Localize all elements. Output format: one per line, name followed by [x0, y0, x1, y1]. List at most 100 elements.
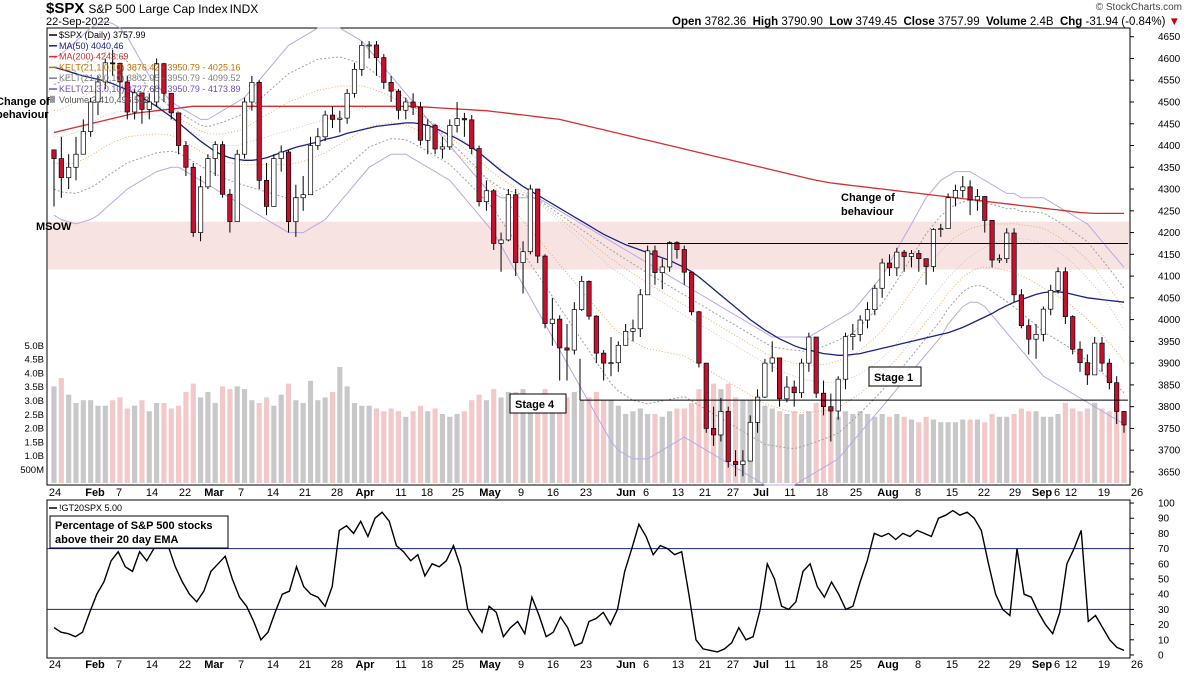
- indicator-tick-label: 80: [1158, 529, 1170, 540]
- volume-bar: [190, 383, 196, 483]
- indicator-tick-label: 10: [1158, 635, 1170, 646]
- candle-body: [351, 68, 358, 94]
- price-x-tick-label: 6: [643, 487, 649, 499]
- candle-body: [681, 249, 687, 273]
- volume-bar: [498, 397, 504, 483]
- candle-body: [520, 251, 526, 263]
- candle-body: [1114, 382, 1120, 412]
- candle-body: [894, 251, 900, 269]
- candle-body: [439, 146, 445, 150]
- volume-bar: [410, 411, 416, 483]
- candle-body: [571, 309, 577, 351]
- price-tick-label: 4500: [1158, 97, 1181, 108]
- candle-body: [315, 136, 321, 146]
- volume-bar: [483, 400, 489, 483]
- candle-body: [51, 149, 57, 159]
- candle-body: [359, 45, 365, 70]
- close-value: 3757.99: [938, 16, 980, 28]
- candle-body: [505, 194, 511, 241]
- volume-bar: [132, 405, 138, 483]
- price-x-tick-label: 22: [179, 487, 191, 499]
- candle-body: [381, 57, 387, 83]
- volume-bar: [161, 402, 167, 483]
- candle-body: [960, 186, 966, 191]
- candle-body: [256, 82, 262, 181]
- candle-body: [220, 144, 226, 195]
- candle-body: [395, 90, 402, 111]
- volume-bar: [667, 411, 673, 483]
- annotation-stage-1-box: [868, 366, 922, 387]
- candle-body: [263, 179, 270, 207]
- volume-bar: [740, 400, 746, 483]
- price-x-tick-label: 23: [580, 487, 592, 499]
- volume-bar: [432, 408, 438, 483]
- volume-bar: [176, 405, 182, 483]
- indicator-x-tick-label: 14: [267, 659, 279, 671]
- volume-bar: [879, 414, 885, 483]
- volume-bar: [234, 386, 240, 483]
- candle-body: [161, 63, 167, 94]
- price-tick-label: 4100: [1158, 272, 1181, 283]
- volume-bar: [623, 414, 629, 483]
- chg-value: -31.94 (-0.84%): [1085, 16, 1166, 28]
- price-tick-label: 4200: [1158, 228, 1181, 239]
- indicator-annotation-box: [49, 515, 229, 549]
- candle-body: [879, 262, 885, 289]
- price-x-tick-label: 18: [421, 487, 433, 499]
- keltner-2-upper-line: [53, 52, 1125, 353]
- volume-bar: [263, 397, 270, 483]
- price-tick-label: 4400: [1158, 141, 1181, 152]
- legend-entry: Volume 2,410,496,512: [59, 95, 149, 105]
- volume-bar: [791, 411, 797, 483]
- volume-bar: [615, 405, 621, 483]
- candle-body: [908, 253, 915, 257]
- candle-body: [271, 158, 277, 207]
- price-tick-label: 4050: [1158, 293, 1181, 304]
- candle-body: [124, 81, 130, 113]
- volume-bar: [850, 414, 856, 483]
- candle-body: [278, 151, 284, 159]
- indicator-x-tick-label: 16: [547, 659, 559, 671]
- price-tick-label: 3700: [1158, 446, 1181, 457]
- price-tick-label: 3950: [1158, 337, 1181, 348]
- volume-bar: [366, 405, 372, 483]
- candle-body: [733, 461, 739, 465]
- price-x-tick-label: 25: [452, 487, 464, 499]
- volume-bar: [564, 397, 570, 483]
- close-label: Close: [903, 16, 935, 28]
- volume-bar: [908, 419, 915, 483]
- volume-bar: [315, 400, 321, 483]
- candle-body: [982, 196, 988, 221]
- legend-entry: MA(50) 4040.46: [59, 41, 124, 51]
- annotation-change-left-1: Change of: [0, 96, 50, 108]
- chg-label: Chg: [1059, 16, 1083, 28]
- price-x-tick-label: 16: [547, 487, 559, 499]
- volume-bar: [168, 408, 174, 483]
- candle-body: [923, 258, 929, 267]
- price-x-tick-label: 27: [727, 487, 739, 499]
- legend-entry: KELT(21,2.0,10) 3802.05 - 3950.79 - 4099…: [59, 73, 240, 83]
- indicator-x-tick-label: 13: [672, 659, 684, 671]
- volume-bar: [1062, 402, 1068, 483]
- ma200-line: [53, 105, 1124, 215]
- candle-body: [549, 318, 555, 324]
- volume-bar: [1077, 411, 1083, 483]
- candle-body: [300, 194, 306, 199]
- candle-body: [1048, 290, 1054, 310]
- candle-body: [432, 125, 438, 150]
- price-tick-label: 4000: [1158, 315, 1181, 326]
- annotation-stage-4-box: [509, 393, 567, 414]
- volume-bar: [535, 394, 541, 483]
- indicator-tick-label: 20: [1158, 620, 1170, 631]
- candle-body: [718, 411, 724, 436]
- indicator-x-tick-label: 25: [452, 659, 464, 671]
- candle-body: [139, 92, 145, 110]
- candle-body: [198, 186, 204, 233]
- price-x-tick-label: 19: [1098, 487, 1110, 499]
- indicator-tick-label: 30: [1158, 605, 1170, 616]
- volume-bar: [828, 408, 834, 483]
- indicator-x-tick-label: Apr: [356, 659, 376, 671]
- open-value: 3782.36: [704, 16, 747, 28]
- price-x-tick-label: 21: [699, 487, 711, 499]
- indicator-x-tick-label: 22: [978, 659, 990, 671]
